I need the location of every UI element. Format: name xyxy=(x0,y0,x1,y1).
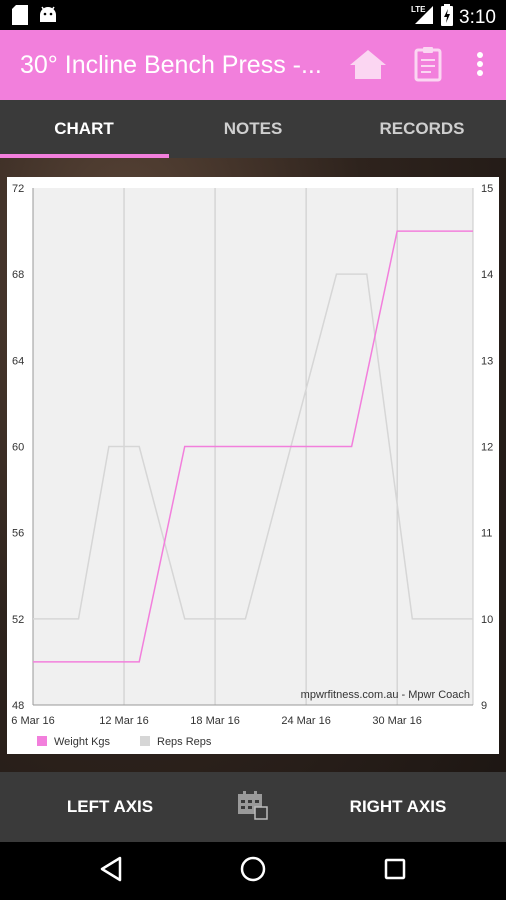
lte-signal-icon: LTE xyxy=(411,4,435,31)
status-bar: LTE 3:10 xyxy=(0,0,506,30)
chart-card[interactable]: 6 Mar 16 12 Mar 16 18 Mar 16 24 Mar 16 30 Ma… xyxy=(7,177,499,754)
bottom-bar: LEFT AXIS RIGHT AXIS xyxy=(0,772,506,842)
left-tick-label: 68 xyxy=(12,269,24,281)
home-button[interactable] xyxy=(348,46,388,86)
x-tick-label: 30 Mar 16 xyxy=(372,715,422,727)
legend-swatch-weight-kgs xyxy=(37,736,47,746)
right-tick-label: 14 xyxy=(481,269,493,281)
navigation-bar xyxy=(0,842,506,900)
clipboard-icon xyxy=(414,46,442,87)
legend-label-reps-reps: Reps Reps xyxy=(157,736,212,748)
right-tick-label: 11 xyxy=(481,528,492,540)
legend-swatch-reps-reps xyxy=(140,736,150,746)
network-label: LTE xyxy=(411,5,426,14)
home-icon xyxy=(349,48,387,85)
x-tick-label: 12 Mar 16 xyxy=(99,715,149,727)
x-tick-label: 18 Mar 16 xyxy=(190,715,240,727)
tab-chart[interactable]: CHART xyxy=(54,119,114,138)
line-chart[interactable]: 6 Mar 16 12 Mar 16 18 Mar 16 24 Mar 16 30 Ma… xyxy=(7,177,499,754)
left-tick-label: 56 xyxy=(12,528,24,540)
left-tick-label: 72 xyxy=(12,183,24,195)
page-title: 30° Incline Bench Press -... xyxy=(20,51,322,79)
left-tick-label: 52 xyxy=(12,614,24,626)
legend-label-weight-kgs: Weight Kgs xyxy=(54,736,111,748)
series-line-reps-reps xyxy=(33,273,473,620)
calendar-button[interactable] xyxy=(233,772,273,842)
app-bar: 30° Incline Bench Press -... xyxy=(0,30,506,100)
tab-notes[interactable]: NOTES xyxy=(223,119,283,138)
tab-indicator xyxy=(0,154,169,158)
clipboard-button[interactable] xyxy=(408,46,448,86)
back-button[interactable] xyxy=(91,851,131,891)
more-options-button[interactable] xyxy=(460,46,500,86)
right-tick-label: 12 xyxy=(481,442,493,454)
right-tick-label: 10 xyxy=(481,614,493,626)
back-icon xyxy=(99,856,123,887)
recents-button[interactable] xyxy=(375,851,415,891)
home-nav-button[interactable] xyxy=(233,851,273,891)
calendar-icon xyxy=(237,790,269,825)
home-circle-icon xyxy=(239,855,267,888)
battery-charging-icon xyxy=(441,4,454,31)
right-axis-button[interactable]: RIGHT AXIS xyxy=(349,797,447,816)
left-tick-label: 64 xyxy=(12,355,24,367)
left-tick-label: 48 xyxy=(12,700,24,712)
android-icon xyxy=(38,5,58,30)
tab-bar: CHART NOTES RECORDS xyxy=(0,100,506,158)
series-line-weight-kgs xyxy=(33,230,473,663)
recents-icon xyxy=(383,857,407,886)
clock: 3:10 xyxy=(459,6,496,28)
right-tick-label: 15 xyxy=(481,183,493,195)
right-tick-label: 13 xyxy=(481,355,493,367)
x-tick-label: 24 Mar 16 xyxy=(281,715,331,727)
chart-watermark: mpwrfitness.com.au - Mpwr Coach xyxy=(301,689,470,701)
right-tick-label: 9 xyxy=(481,700,487,712)
sd-card-icon xyxy=(12,5,28,30)
x-tick-label: 6 Mar 16 xyxy=(11,715,54,727)
left-axis-button[interactable]: LEFT AXIS xyxy=(66,797,154,816)
left-tick-label: 60 xyxy=(12,442,24,454)
tab-records[interactable]: RECORDS xyxy=(379,119,465,138)
more-vert-icon xyxy=(476,51,484,82)
